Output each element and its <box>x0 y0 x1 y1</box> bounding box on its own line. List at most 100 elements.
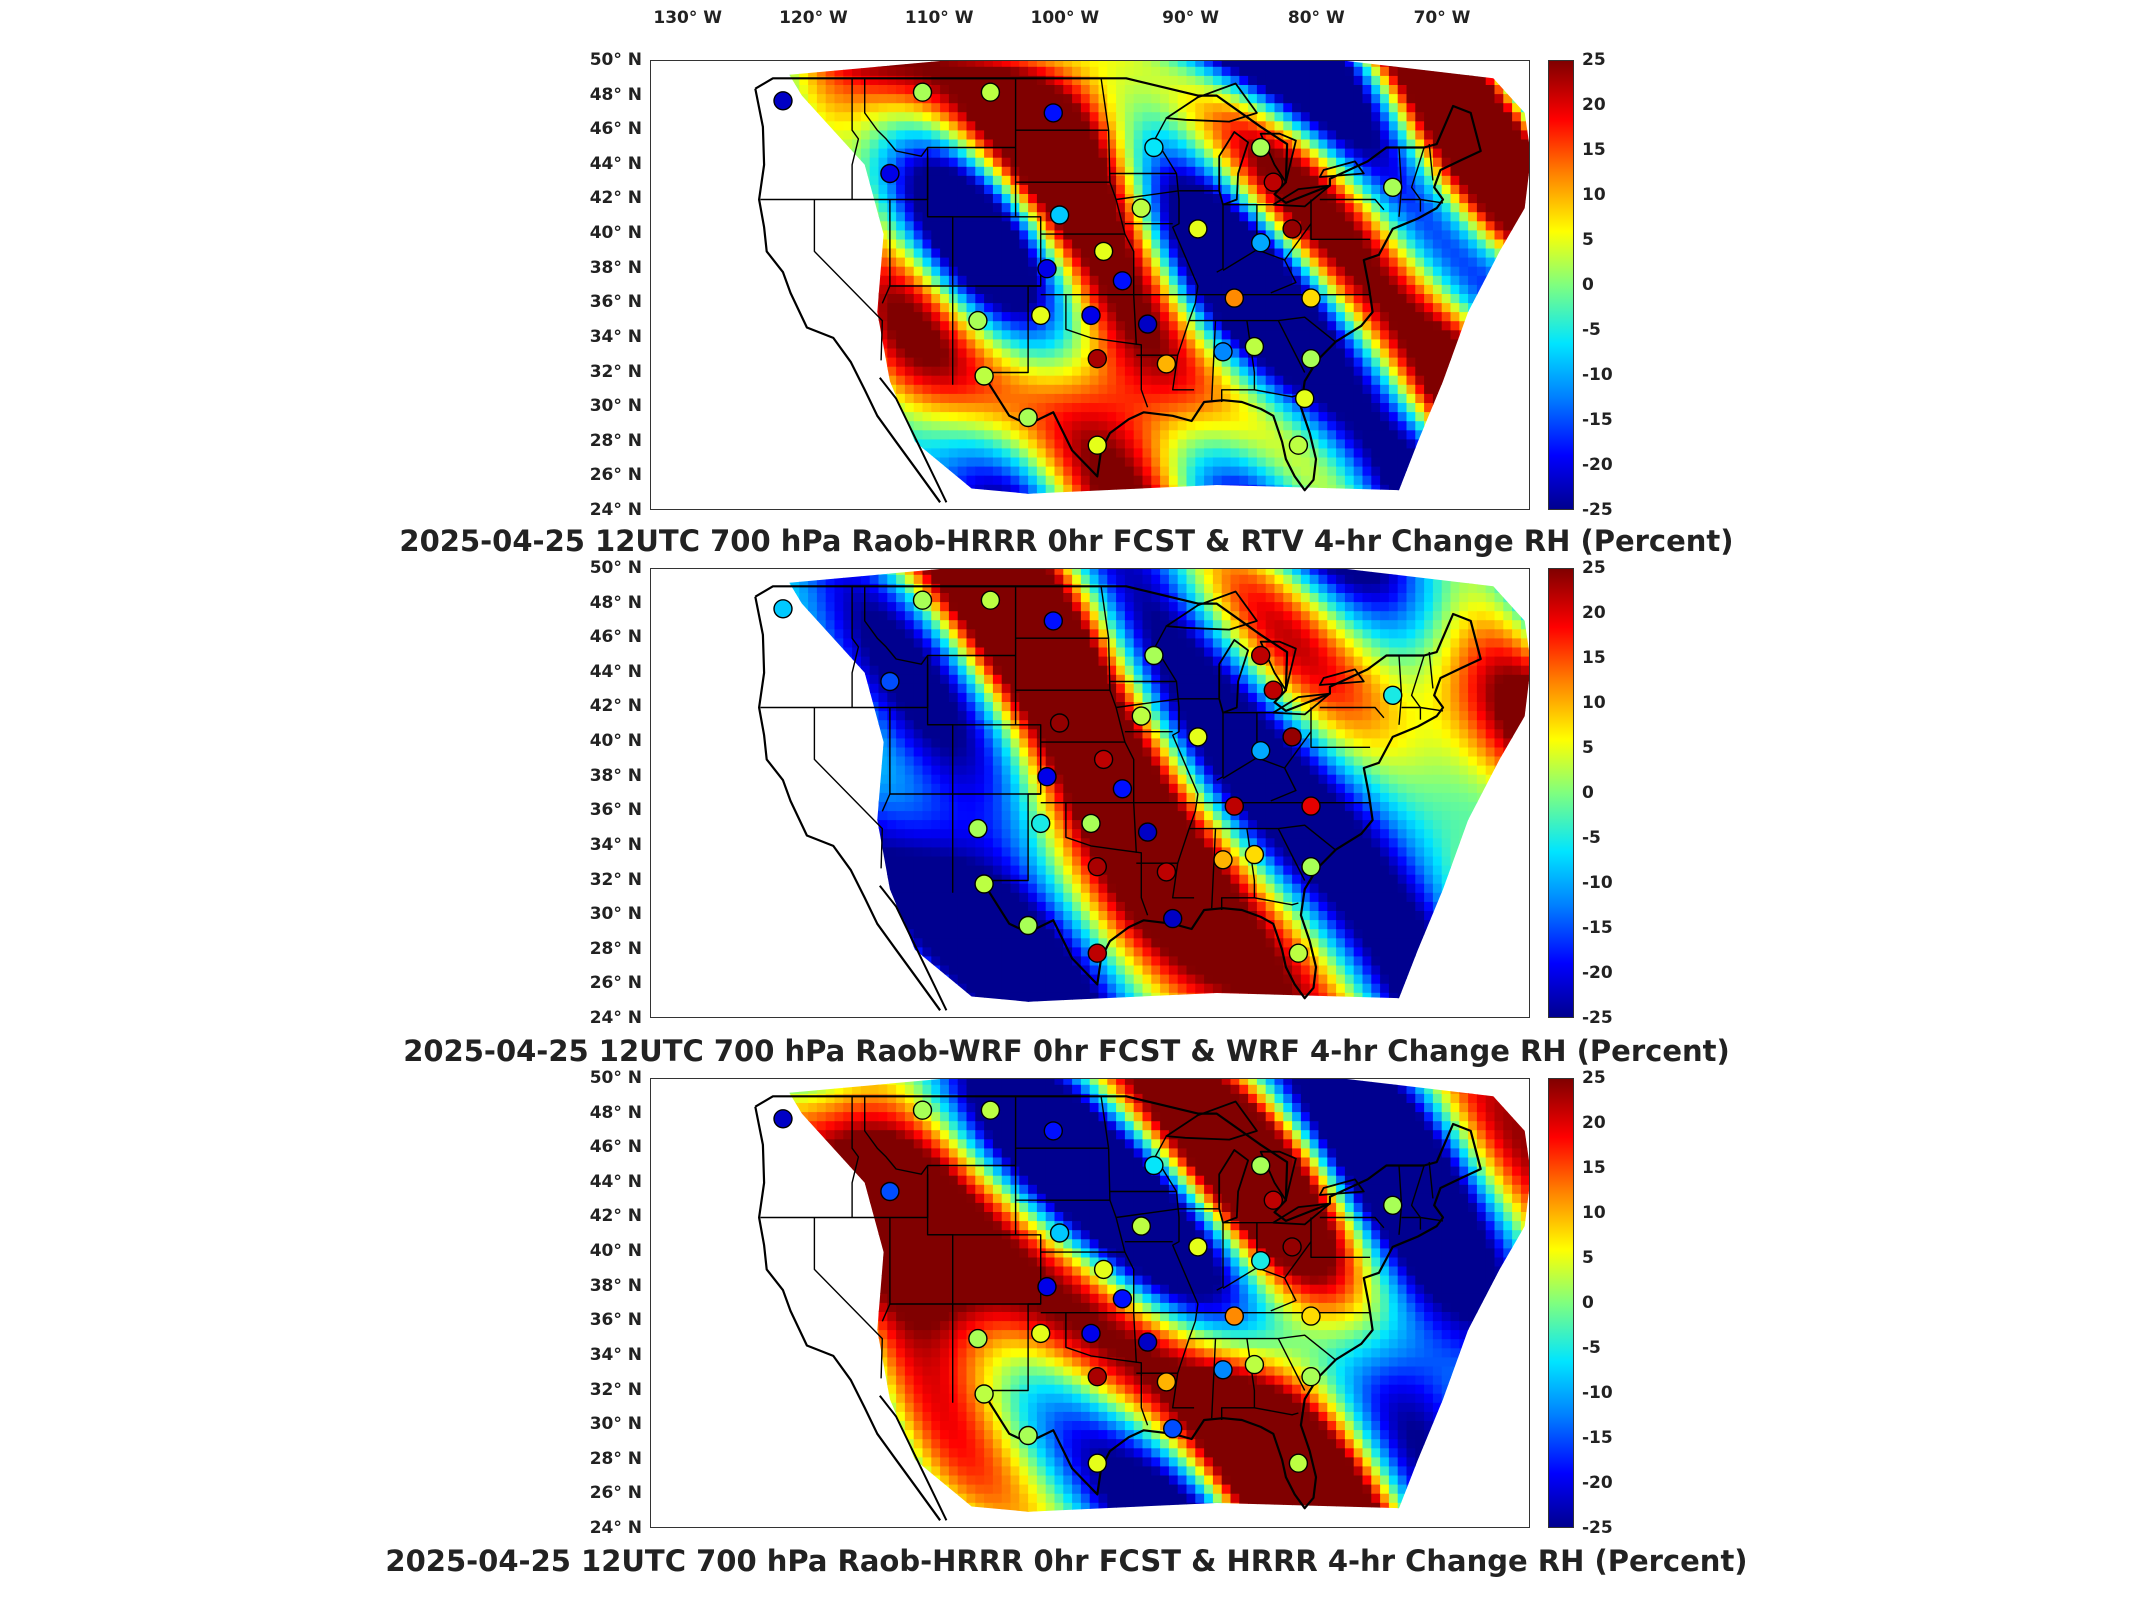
latitude-label: 42° N <box>589 696 642 717</box>
great-lake-outline <box>1272 692 1331 716</box>
great-lake-outline <box>1318 668 1365 686</box>
latitude-label: 42° N <box>589 188 642 209</box>
latitude-label: 42° N <box>589 1206 642 1227</box>
latitude-label: 44° N <box>589 1171 642 1192</box>
raob-station-marker <box>1081 813 1101 834</box>
raob-station-marker <box>1031 1323 1051 1344</box>
state-border <box>1154 625 1199 899</box>
raob-station-marker <box>1301 796 1321 816</box>
great-lake-outline <box>1272 184 1331 208</box>
latitude-label: 32° N <box>589 1379 642 1400</box>
state-border <box>1065 294 1149 408</box>
latitude-label: 26° N <box>589 973 642 994</box>
raob-station-marker <box>1224 1306 1244 1326</box>
raob-station-marker <box>1156 354 1177 374</box>
state-border <box>1211 1338 1217 1419</box>
state-border <box>1310 1217 1371 1258</box>
state-border <box>851 1096 860 1218</box>
state-border <box>1277 320 1306 373</box>
great-lake-outline <box>1318 1178 1365 1196</box>
latitude-label: 24° N <box>589 1008 642 1028</box>
baja-coastline <box>879 885 948 1011</box>
state-border <box>1211 320 1217 401</box>
great-lake-outline <box>1259 132 1297 184</box>
raob-station-marker <box>1131 1216 1151 1236</box>
raob-station-marker <box>1137 822 1158 842</box>
raob-station-marker <box>1043 1121 1063 1141</box>
raob-station-marker <box>1163 908 1183 929</box>
raob-station-marker <box>1093 749 1114 770</box>
colorbar-tick-label: 0 <box>1582 275 1594 295</box>
raob-station-marker <box>1288 435 1309 455</box>
latitude-label: 38° N <box>589 257 642 278</box>
longitude-label: 80° W <box>1287 8 1345 28</box>
latitude-label: 30° N <box>589 1414 642 1435</box>
raob-station-marker <box>980 1100 1001 1120</box>
state-border <box>1254 1407 1299 1416</box>
colorbar <box>1548 568 1574 1018</box>
raob-station-marker <box>1188 219 1208 239</box>
colorbar <box>1548 60 1574 510</box>
rh-change-map <box>754 569 1529 1011</box>
state-border <box>1428 1162 1434 1199</box>
raob-station-marker <box>1037 258 1057 279</box>
colorbar-tick-label: -25 <box>1582 500 1613 520</box>
state-border <box>1100 1096 1137 1363</box>
raob-station-marker <box>1163 1418 1183 1439</box>
colorbar-tick-label: 20 <box>1582 603 1606 623</box>
state-border <box>1116 190 1220 201</box>
raob-station-marker <box>880 1181 900 1202</box>
raob-station-marker <box>968 1328 988 1349</box>
colorbar-tick-label: 5 <box>1582 230 1594 250</box>
great-lake-outline <box>1218 1149 1249 1224</box>
raob-station-marker <box>1282 727 1302 747</box>
colorbar-tick-label: 20 <box>1582 95 1606 115</box>
state-border <box>1319 706 1385 719</box>
raob-station-marker <box>1037 766 1057 787</box>
colorbar-tick-label: 15 <box>1582 648 1606 668</box>
raob-station-marker <box>1093 241 1114 262</box>
raob-station-marker <box>1156 1372 1177 1392</box>
raob-station-marker <box>1081 305 1101 326</box>
raob-station-marker <box>1383 1195 1403 1216</box>
state-border <box>1319 1216 1385 1229</box>
state-border <box>1428 144 1434 181</box>
raob-station-marker <box>1301 288 1321 308</box>
colorbar-tick-label: -15 <box>1582 1428 1613 1448</box>
great-lake-outline <box>1259 640 1297 692</box>
panel-title: 2025-04-25 12UTC 700 hPa Raob-HRRR 0hr F… <box>385 1544 1748 1578</box>
latitude-label: 48° N <box>589 1102 642 1123</box>
raob-station-marker <box>1049 205 1070 225</box>
raob-station-marker <box>1037 1276 1057 1297</box>
raob-station-marker <box>1112 779 1133 799</box>
latitude-label: 36° N <box>589 800 642 821</box>
state-border <box>1100 78 1137 345</box>
raob-station-marker <box>1383 177 1403 198</box>
raob-station-marker <box>1018 1425 1038 1446</box>
latitude-label: 48° N <box>589 84 642 105</box>
raob-station-marker <box>1383 685 1403 706</box>
state-border <box>927 1234 1042 1392</box>
latitude-label: 30° N <box>589 904 642 925</box>
raob-station-marker <box>1137 314 1158 334</box>
state-border <box>1410 147 1425 212</box>
raob-station-marker <box>1224 288 1244 308</box>
raob-station-marker <box>1282 1237 1302 1257</box>
coastline <box>754 88 941 503</box>
raob-station-marker <box>912 1100 933 1120</box>
raob-station-marker <box>912 82 933 102</box>
latitude-label: 36° N <box>589 292 642 313</box>
colorbar-tick-label: -10 <box>1582 873 1613 893</box>
raob-station-marker <box>1137 1332 1158 1352</box>
coastline <box>754 596 941 1011</box>
state-border <box>813 707 883 869</box>
state-border <box>864 1096 1016 1175</box>
latitude-label: 46° N <box>589 1137 642 1158</box>
raob-station-marker <box>1251 1250 1271 1271</box>
colorbar-tick-label: 0 <box>1582 783 1594 803</box>
panel-title: 2025-04-25 12UTC 700 hPa Raob-WRF 0hr FC… <box>403 1034 1730 1068</box>
raob-station-marker <box>1188 1237 1208 1257</box>
raob-station-marker <box>1043 103 1063 123</box>
raob-station-marker <box>1043 611 1063 631</box>
